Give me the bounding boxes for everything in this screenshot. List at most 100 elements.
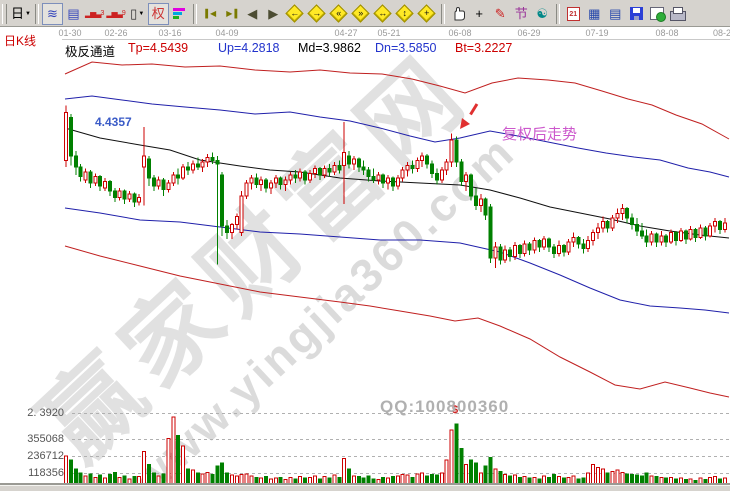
print-button[interactable]: [668, 3, 689, 25]
volume-bar: [493, 468, 498, 487]
crosshair-tool-button[interactable]: +: [475, 6, 484, 21]
period-daily-button[interactable]: 日 ▼: [11, 6, 31, 21]
diamond-zoom-h-button[interactable]: ↔: [372, 3, 394, 25]
info-list-button[interactable]: ▤: [67, 6, 80, 21]
hand-tool-button[interactable]: [448, 3, 469, 25]
diamond-zoom-v-button[interactable]: ↕: [394, 3, 416, 25]
candle-style-button[interactable]: ▯ ▼: [130, 6, 145, 21]
candle: [678, 230, 683, 242]
channel-lines: [64, 61, 730, 398]
candle: [312, 168, 317, 174]
candle: [483, 198, 488, 216]
candle: [107, 180, 112, 192]
candle: [195, 163, 200, 168]
volume-gridlines: [72, 413, 730, 474]
diamond-pan-left-button[interactable]: ←: [284, 3, 306, 25]
candle: [561, 244, 566, 253]
diamond-page-right-button[interactable]: »: [350, 3, 372, 25]
volume-bar: [347, 468, 352, 487]
candle: [605, 220, 610, 229]
arrow-icon: →: [312, 8, 322, 18]
arrow-icon: ←: [290, 8, 300, 18]
candle: [142, 155, 147, 168]
diamond-fit-button[interactable]: +: [416, 3, 438, 25]
candle: [508, 249, 513, 258]
toolbar-grip[interactable]: [2, 3, 7, 24]
calculator-button[interactable]: ▦: [588, 6, 601, 21]
volume-bar: [220, 462, 225, 487]
chart-area[interactable]: 赢家财富网 www.yingjia360.com 01-30 02-26 03-16…: [0, 27, 730, 491]
candle: [83, 171, 88, 181]
minute-9-button[interactable]: ▂▅▃ 9: [106, 8, 126, 18]
chevron-down-icon: ▼: [138, 10, 145, 17]
candle: [425, 155, 430, 165]
notes-button[interactable]: ▤: [609, 6, 622, 21]
floppy-disk-icon: [629, 7, 643, 20]
export-image-button[interactable]: [647, 3, 668, 25]
arrow-icon: +: [424, 8, 430, 18]
next-button[interactable]: ▶: [268, 6, 279, 21]
go-first-button[interactable]: ▌◀: [205, 8, 216, 18]
prev-button[interactable]: ◀: [247, 6, 258, 21]
adjust-rights-button[interactable]: 权: [147, 2, 169, 25]
price-annotation: 4.4357: [95, 115, 132, 129]
candle: [595, 227, 600, 234]
candle: [327, 168, 332, 173]
volume-bar: [620, 471, 625, 487]
candle: [366, 169, 371, 178]
candle: [181, 166, 186, 179]
volume-bar: [68, 459, 73, 487]
go-last-button[interactable]: ▶▐: [226, 8, 237, 18]
candle: [146, 158, 151, 179]
volume-bar: [342, 458, 347, 487]
volume-bar: [112, 471, 117, 487]
candle: [161, 179, 166, 190]
candle: [317, 168, 322, 176]
tools-button[interactable]: 节: [514, 6, 528, 21]
candle: [410, 164, 415, 170]
formula-button[interactable]: ☯: [536, 6, 549, 21]
volume-bar: [166, 438, 171, 487]
volume-bar: [498, 471, 503, 487]
date-tick: 07-19: [585, 28, 609, 38]
arrow-icon: »: [358, 8, 364, 18]
volume-layer: [64, 416, 727, 487]
dollar-marker: $: [452, 404, 459, 416]
toolbar-separator: [440, 3, 445, 24]
indicator-value: Md=3.9862: [298, 41, 361, 55]
candle: [683, 230, 688, 240]
candle: [478, 198, 483, 206]
candle: [547, 238, 552, 248]
volume-axis-label: 236712: [27, 450, 64, 462]
draw-line-tool-button[interactable]: ✎: [494, 6, 506, 21]
calendar-button[interactable]: 21: [563, 3, 584, 25]
minute-3-button[interactable]: ▂▅▃ 3: [84, 8, 105, 18]
candle: [439, 169, 444, 181]
colored-chart-button[interactable]: [169, 3, 190, 25]
toolbar-separator: [192, 3, 197, 24]
candle: [103, 180, 108, 189]
candle: [415, 160, 420, 170]
volume-bar: [595, 466, 600, 487]
calendar-icon: 21: [566, 6, 580, 21]
candle: [342, 152, 347, 166]
candle: [298, 171, 303, 179]
date-tick: 02-26: [104, 28, 128, 38]
diamond-page-left-button[interactable]: «: [328, 3, 350, 25]
hand-icon: [454, 6, 466, 20]
candle: [498, 246, 503, 261]
chart-window-button[interactable]: ≋: [41, 2, 63, 25]
candle: [127, 193, 132, 200]
status-bar[interactable]: [0, 485, 730, 491]
candle: [600, 220, 605, 229]
candle: [171, 174, 176, 184]
save-button[interactable]: [626, 3, 647, 25]
candle: [430, 163, 434, 174]
diamond-pan-right-button[interactable]: →: [306, 3, 328, 25]
date-tick: 08-08: [655, 28, 679, 38]
candle: [293, 174, 298, 179]
volume-bar: [73, 468, 78, 487]
chart-canvas[interactable]: [0, 27, 730, 491]
volume-bar: [176, 435, 181, 487]
volume-bar: [205, 471, 210, 487]
